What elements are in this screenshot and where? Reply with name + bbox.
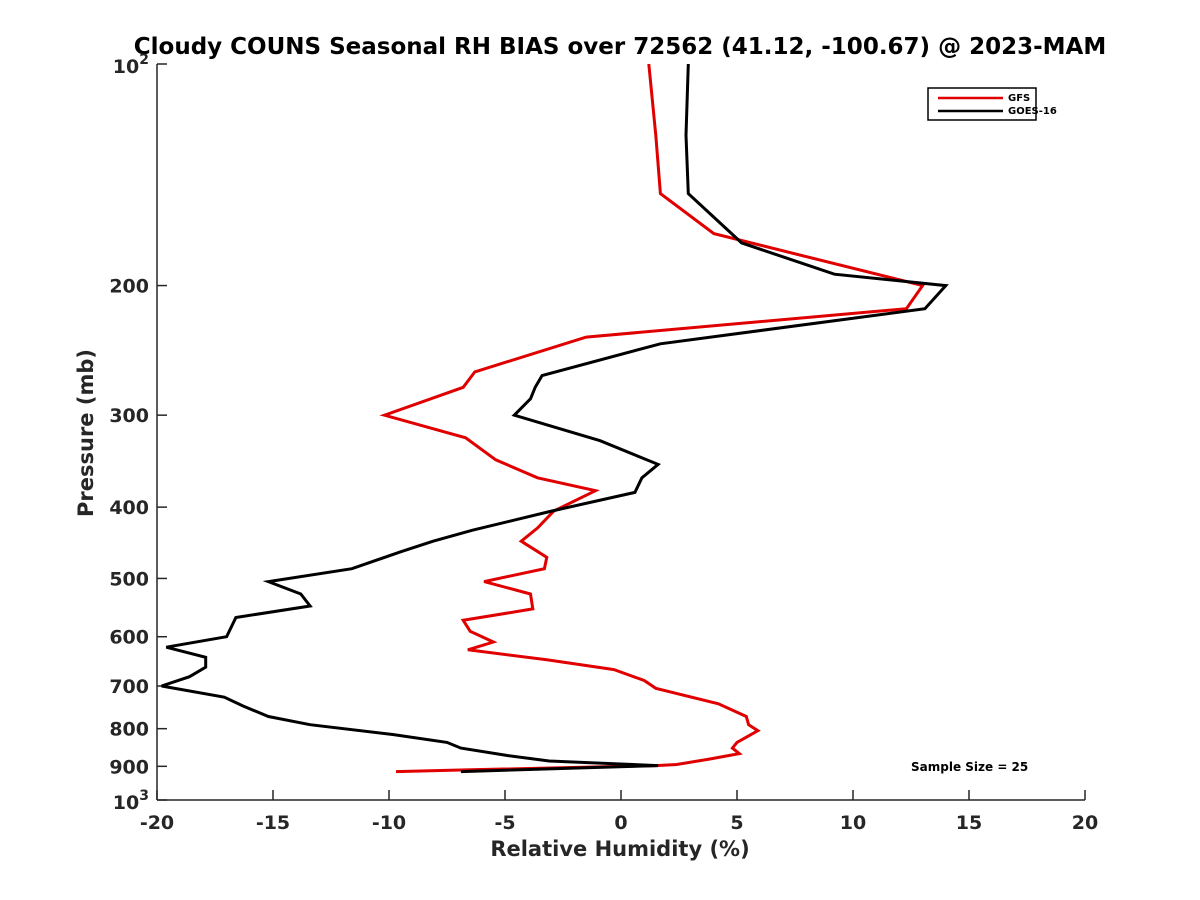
- y-tick-label: 800: [109, 719, 149, 741]
- x-tick-label: -20: [140, 812, 174, 834]
- legend-label-gfs: GFS: [1008, 93, 1030, 104]
- y-tick-label: 300: [109, 405, 149, 427]
- series-line-goes16: [161, 63, 949, 774]
- legend-box: [927, 87, 1037, 121]
- y-tick-label: 200: [109, 276, 149, 298]
- y-tick-label: 103: [113, 788, 149, 814]
- chart-title: Cloudy COUNS Seasonal RH BIAS over 72562…: [134, 34, 1106, 60]
- x-tick-label: 10: [840, 812, 866, 834]
- x-tick-label: 5: [730, 812, 743, 834]
- legend-label-goes16: GOES-16: [1008, 106, 1057, 117]
- y-axis-ticks: 102 200 300 400 500 600 700 800 900 103: [109, 52, 167, 814]
- x-tick-label: 0: [614, 812, 627, 834]
- x-tick-label: -15: [256, 812, 290, 834]
- series-layer: [161, 63, 949, 774]
- x-axis-ticks: -20 -15 -10 -5 0 5 10 15 20: [140, 790, 1098, 834]
- x-tick-label: -5: [494, 812, 515, 834]
- legend: GFS GOES-16: [927, 87, 1057, 121]
- y-tick-label: 500: [109, 568, 149, 590]
- y-tick-label: 600: [109, 627, 149, 649]
- series-line-gfs: [379, 63, 926, 774]
- y-tick-label: 900: [109, 756, 149, 778]
- x-tick-label: 20: [1072, 812, 1098, 834]
- y-tick-label: 700: [109, 676, 149, 698]
- y-tick-label: 102: [113, 52, 149, 78]
- sample-size-annotation: Sample Size = 25: [911, 760, 1028, 774]
- x-tick-label: 15: [956, 812, 982, 834]
- y-axis-label: Pressure (mb): [74, 349, 98, 517]
- x-axis-label: Relative Humidity (%): [490, 837, 749, 861]
- y-tick-label: 400: [109, 497, 149, 519]
- x-tick-label: -10: [372, 812, 406, 834]
